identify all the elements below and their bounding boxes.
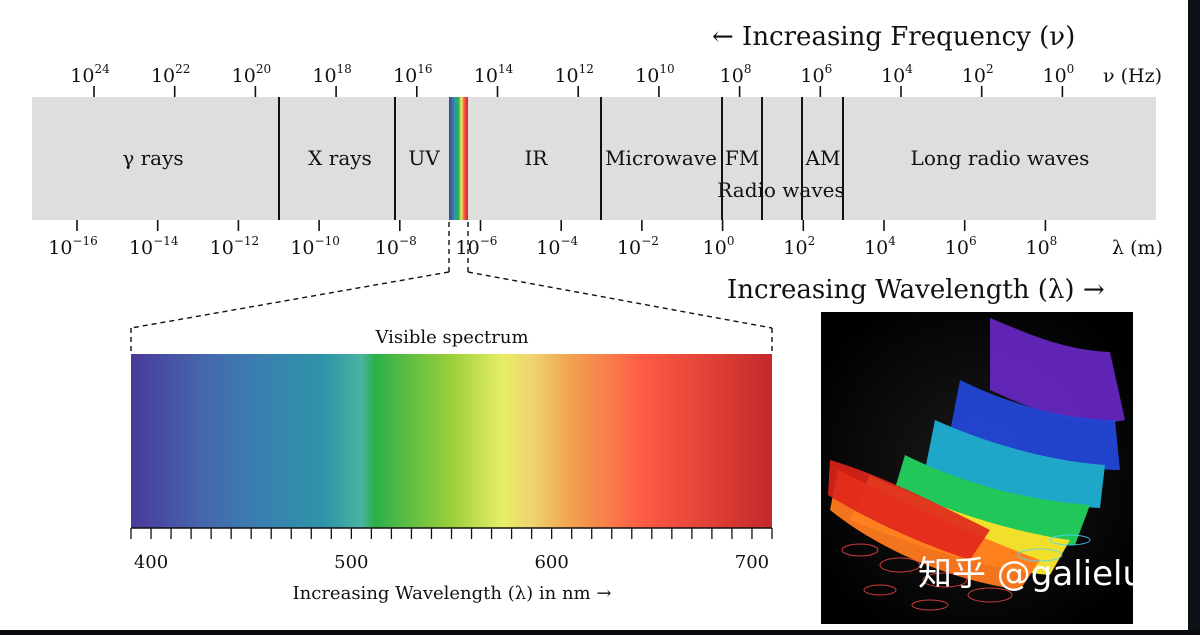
frequency-tick-label: 1012: [554, 62, 593, 87]
frequency-tick-label: 108: [720, 62, 752, 87]
wavelength-tick-label: 10−8: [375, 234, 417, 259]
frequency-tick-label: 1022: [151, 62, 190, 87]
wavelength-tick-label: 10−2: [617, 234, 659, 259]
band-label-am: AM: [805, 146, 841, 170]
spectrum-band-bar: [32, 97, 1156, 220]
frequency-tick-label: 106: [800, 62, 832, 87]
visible-spectrum-bar: [131, 354, 772, 528]
wavelength-tick-label: 108: [1025, 234, 1057, 259]
frequency-tick-label: 104: [881, 62, 913, 87]
frequency-tick-labels: 1024 1022 1020 1018 1016 1014 1012 1010 108 106 10…: [70, 62, 1074, 97]
band-label-radio: Radio waves: [717, 178, 844, 202]
wavelength-tick-label: 102: [783, 234, 815, 259]
nm-tick-labels: 400 500 600 700: [134, 552, 769, 573]
wavelength-tick-label: 100: [703, 234, 735, 259]
nm-tick-label: 600: [534, 552, 568, 573]
zoom-guide-right-diagonal: [467, 271, 773, 329]
band-label-long-radio: Long radio waves: [911, 146, 1090, 170]
wavelength-tick-label: 106: [945, 234, 977, 259]
frequency-tick-label: 1020: [232, 62, 271, 87]
frequency-tick-label: 1010: [635, 62, 674, 87]
wavelength-unit-label: λ (m): [1112, 237, 1163, 259]
band-label-fm: FM: [725, 146, 759, 170]
band-label-ir: IR: [525, 146, 549, 170]
wavelength-tick-label: 10−14: [129, 234, 179, 259]
frame-edge: [1188, 0, 1200, 630]
wavelength-axis-title: Increasing Wavelength (λ) →: [727, 275, 1105, 305]
nm-tick-label: 700: [735, 552, 769, 573]
watermark-text: 知乎 @galieluo: [918, 554, 1165, 594]
nm-tick-label: 500: [334, 552, 368, 573]
wave-surface-image: [821, 312, 1133, 624]
visible-spectrum-title: Visible spectrum: [374, 327, 528, 348]
frequency-tick-label: 102: [962, 62, 994, 87]
visible-axis-title: Increasing Wavelength (λ) in nm →: [293, 583, 612, 604]
frequency-tick-label: 1016: [393, 62, 432, 87]
frequency-axis-title: ← Increasing Frequency (ν): [712, 22, 1075, 52]
frequency-tick-label: 1024: [70, 62, 110, 87]
band-label-gamma: γ rays: [122, 146, 183, 170]
band-label-uv: UV: [408, 146, 440, 170]
zoom-guide-left-diagonal: [130, 271, 450, 329]
wavelength-tick-label: 10−16: [48, 234, 98, 259]
frequency-unit-label: ν (Hz): [1103, 65, 1162, 87]
nm-ruler-ticks: [130, 528, 773, 539]
wavelength-tick-label: 10−4: [536, 234, 578, 259]
frequency-tick-label: 1014: [474, 62, 514, 87]
frequency-tick-label: 100: [1042, 62, 1074, 87]
frequency-tick-label: 1018: [312, 62, 351, 87]
wavelength-tick-labels: 10−16 10−14 10−12 10−10 10−8 10−6 10−4 10−2 100 1…: [48, 220, 1057, 259]
wavelength-tick-label: 10−12: [210, 234, 260, 259]
band-label-microwave: Microwave: [605, 146, 717, 170]
wavelength-tick-label: 10−6: [456, 234, 498, 259]
band-label-xray: X rays: [308, 146, 372, 170]
wavelength-tick-label: 10−10: [290, 234, 340, 259]
wavelength-tick-label: 104: [864, 234, 896, 259]
visible-strip: [449, 97, 468, 220]
nm-tick-label: 400: [134, 552, 168, 573]
